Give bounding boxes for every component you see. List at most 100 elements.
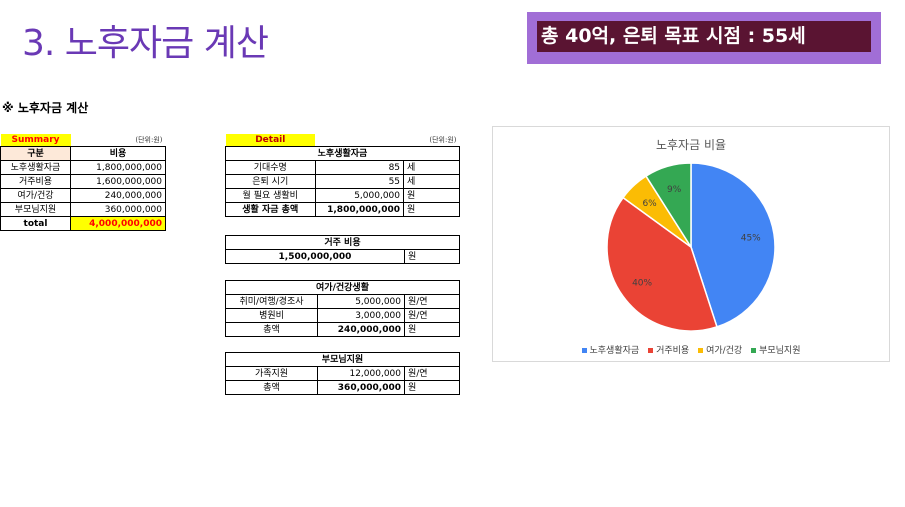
legend-label: 부모님지원 <box>759 346 801 356</box>
table-row: 노후생활자금 1,800,000,000 <box>0 160 166 175</box>
detail-label: 생활 자금 총액 <box>225 202 316 217</box>
summary-label: 거주비용 <box>0 174 71 189</box>
summary-value: 1,600,000,000 <box>70 174 166 189</box>
detail-label: 가족지원 <box>225 366 318 381</box>
table-row: 부모님지원 360,000,000 <box>0 202 166 217</box>
detail-unit-cell: 원/연 <box>404 294 460 309</box>
pie-slice-label: 40% <box>632 279 652 289</box>
detail-unit-cell: 원/연 <box>404 366 460 381</box>
summary-table: Summary (단위:원) 구분 비용 노후생활자금 1,800,000,00… <box>0 134 166 231</box>
detail-value: 3,000,000 <box>317 308 405 323</box>
table-row: 1,500,000,000 원 <box>225 249 460 264</box>
table-row: 거주비용 1,600,000,000 <box>0 174 166 189</box>
detail-leisure-block: 여가/건강생활 취미/여행/경조사 5,000,000 원/연 병원비 3,00… <box>225 280 460 337</box>
detail-parents-table: 부모님지원 가족지원 12,000,000 원/연 총액 360,000,000… <box>225 352 460 395</box>
detail-parents-title: 부모님지원 <box>225 352 460 367</box>
detail-unit-cell: 원/연 <box>404 308 460 323</box>
detail-unit-cell: 원 <box>403 188 460 203</box>
table-row: 은퇴 시기 55 세 <box>225 174 460 189</box>
detail-value: 240,000,000 <box>317 322 405 337</box>
chart-title: 노후자금 비율 <box>655 138 727 152</box>
detail-unit-cell: 원 <box>404 380 460 395</box>
detail-living-block: Detail (단위:원) 노후생활자금 기대수명 85 세 은퇴 시기 55 … <box>225 134 460 217</box>
summary-block: Summary (단위:원) 구분 비용 노후생활자금 1,800,000,00… <box>0 134 166 231</box>
chart-legend: 노후생활자금 거주비용 여가/건강 부모님지원 <box>493 343 889 356</box>
detail-value: 360,000,000 <box>317 380 405 395</box>
detail-tag: Detail <box>225 134 316 147</box>
legend-label: 여가/건강 <box>706 346 743 356</box>
pie-slice-label: 6% <box>642 199 657 209</box>
legend-swatch <box>581 348 587 353</box>
legend-label: 노후생활자금 <box>589 346 640 356</box>
detail-leisure-title: 여가/건강생활 <box>225 280 460 295</box>
goal-banner: 총 40억, 은퇴 목표 시점 : 55세 <box>527 12 881 64</box>
summary-total-value: 4,000,000,000 <box>70 216 166 231</box>
pie-slice <box>690 162 776 328</box>
table-row: 기대수명 85 세 <box>225 160 460 175</box>
table-row: 취미/여행/경조사 5,000,000 원/연 <box>225 294 460 309</box>
summary-total-label: total <box>0 216 71 231</box>
detail-label: 병원비 <box>225 308 318 323</box>
summary-tag: Summary <box>0 134 71 147</box>
legend-item: 부모님지원 <box>751 343 801 356</box>
pie-svg: 45% 40% 6% 9% <box>606 162 776 332</box>
table-row: 여가/건강 240,000,000 <box>0 188 166 203</box>
detail-living-title: 노후생활자금 <box>225 146 460 161</box>
detail-value: 85 <box>314 160 405 175</box>
detail-value: 5,000,000 <box>317 294 405 309</box>
detail-unit-cell: 원 <box>403 202 460 217</box>
detail-label: 총액 <box>225 322 318 337</box>
detail-label: 취미/여행/경조사 <box>225 294 318 309</box>
table-row: 생활 자금 총액 1,800,000,000 원 <box>225 202 460 217</box>
section-heading: ※ 노후자금 계산 <box>2 101 89 115</box>
detail-leisure-table: 여가/건강생활 취미/여행/경조사 5,000,000 원/연 병원비 3,00… <box>225 280 460 337</box>
pie-slice-label: 9% <box>667 185 682 195</box>
detail-housing-title: 거주 비용 <box>225 235 460 250</box>
legend-swatch <box>648 348 654 353</box>
detail-parents-block: 부모님지원 가족지원 12,000,000 원/연 총액 360,000,000… <box>225 352 460 395</box>
summary-label: 부모님지원 <box>0 202 71 217</box>
goal-banner-text: 총 40억, 은퇴 목표 시점 : 55세 <box>537 21 871 52</box>
detail-value: 1,800,000,000 <box>314 202 405 217</box>
legend-item: 노후생활자금 <box>581 343 640 356</box>
table-row: 병원비 3,000,000 원/연 <box>225 308 460 323</box>
detail-living-table: Detail (단위:원) 노후생활자금 기대수명 85 세 은퇴 시기 55 … <box>225 134 460 217</box>
summary-header-category: 구분 <box>0 146 71 161</box>
legend-item: 거주비용 <box>648 343 689 356</box>
pie-slice-label: 45% <box>741 234 761 244</box>
detail-label: 총액 <box>225 380 318 395</box>
detail-housing-block: 거주 비용 1,500,000,000 원 <box>225 235 460 264</box>
detail-value: 12,000,000 <box>317 366 405 381</box>
table-row: 가족지원 12,000,000 원/연 <box>225 366 460 381</box>
summary-label: 여가/건강 <box>0 188 71 203</box>
detail-unit-cell: 원 <box>404 322 460 337</box>
table-row: 월 필요 생활비 5,000,000 원 <box>225 188 460 203</box>
legend-swatch <box>751 348 757 353</box>
summary-unit: (단위:원) <box>135 136 163 144</box>
detail-housing-value: 1,500,000,000 <box>225 249 405 264</box>
detail-value: 55 <box>314 174 405 189</box>
pie-slice <box>606 196 718 332</box>
detail-label: 기대수명 <box>225 160 316 175</box>
pie-slice <box>644 162 692 250</box>
pie-chart: 노후자금 비율 45% 40% 6% 9% 노후생활자금 거주비용 여가/건강 부모님… <box>492 126 890 362</box>
detail-label: 은퇴 시기 <box>225 174 316 189</box>
summary-value: 360,000,000 <box>70 202 166 217</box>
detail-housing-unit: 원 <box>404 249 460 264</box>
detail-unit-cell: 세 <box>403 174 460 189</box>
detail-housing-table: 거주 비용 1,500,000,000 원 <box>225 235 460 264</box>
legend-item: 여가/건강 <box>698 343 742 356</box>
legend-swatch <box>698 348 704 353</box>
legend-label: 거주비용 <box>656 346 690 356</box>
summary-value: 1,800,000,000 <box>70 160 166 175</box>
detail-value: 5,000,000 <box>314 188 405 203</box>
summary-header-cost: 비용 <box>70 146 166 161</box>
detail-unit-cell: 세 <box>403 160 460 175</box>
page-title: 3. 노후자금 계산 <box>22 23 269 64</box>
table-row: 총액 240,000,000 원 <box>225 322 460 337</box>
summary-value: 240,000,000 <box>70 188 166 203</box>
detail-unit: (단위:원) <box>429 136 457 144</box>
detail-label: 월 필요 생활비 <box>225 188 316 203</box>
summary-label: 노후생활자금 <box>0 160 71 175</box>
table-row: 총액 360,000,000 원 <box>225 380 460 395</box>
